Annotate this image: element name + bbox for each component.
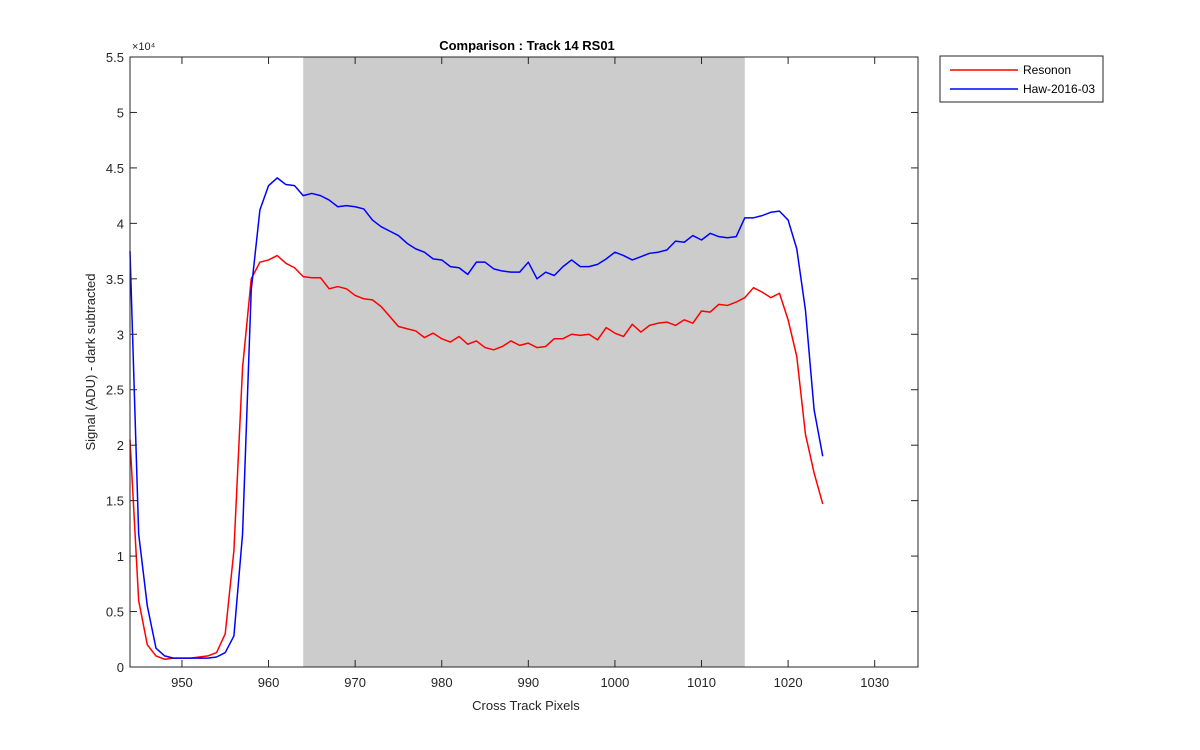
- series-line-resonon: [129, 254, 824, 660]
- legend-label-haw: Haw-2016-03: [1023, 82, 1095, 96]
- plot-area-frame: [129, 56, 919, 668]
- x-tick-label: 1020: [774, 675, 803, 690]
- legend-label-resonon: Resonon: [1023, 63, 1071, 77]
- shaded-region: [303, 57, 745, 667]
- y-exponent-label: ×10⁴: [132, 41, 156, 53]
- y-tick-label: 5.5: [106, 50, 124, 65]
- x-tick-label: 950: [171, 675, 193, 690]
- x-tick-label: 1010: [687, 675, 716, 690]
- x-tick-label: 960: [258, 675, 280, 690]
- x-tick-label: 970: [344, 675, 366, 690]
- x-tick-label: 1000: [600, 675, 629, 690]
- legend-box: [939, 55, 1104, 103]
- x-tick-label: 980: [431, 675, 453, 690]
- y-tick-label: 1: [117, 549, 124, 564]
- y-tick-label: 0.5: [106, 605, 124, 620]
- y-tick-label: 2.5: [106, 383, 124, 398]
- y-tick-label: 3: [117, 327, 124, 342]
- legend: Resonon Haw-2016-03: [939, 55, 1104, 103]
- series-line-haw-2016-03: [129, 177, 824, 659]
- y-tick-label: 5: [117, 105, 124, 120]
- chart-title: Comparison : Track 14 RS01: [439, 38, 615, 53]
- x-axis-title: Cross Track Pixels: [472, 698, 580, 713]
- y-tick-label: 4.5: [106, 161, 124, 176]
- x-tick-label: 1030: [860, 675, 889, 690]
- x-tick-label: 990: [517, 675, 539, 690]
- y-tick-label: 4: [117, 216, 124, 231]
- y-tick-label: 3.5: [106, 272, 124, 287]
- y-tick-label: 2: [117, 438, 124, 453]
- y-tick-label: 1.5: [106, 494, 124, 509]
- y-axis-title: Signal (ADU) - dark subtracted: [83, 273, 98, 450]
- y-tick-label: 0: [117, 660, 124, 675]
